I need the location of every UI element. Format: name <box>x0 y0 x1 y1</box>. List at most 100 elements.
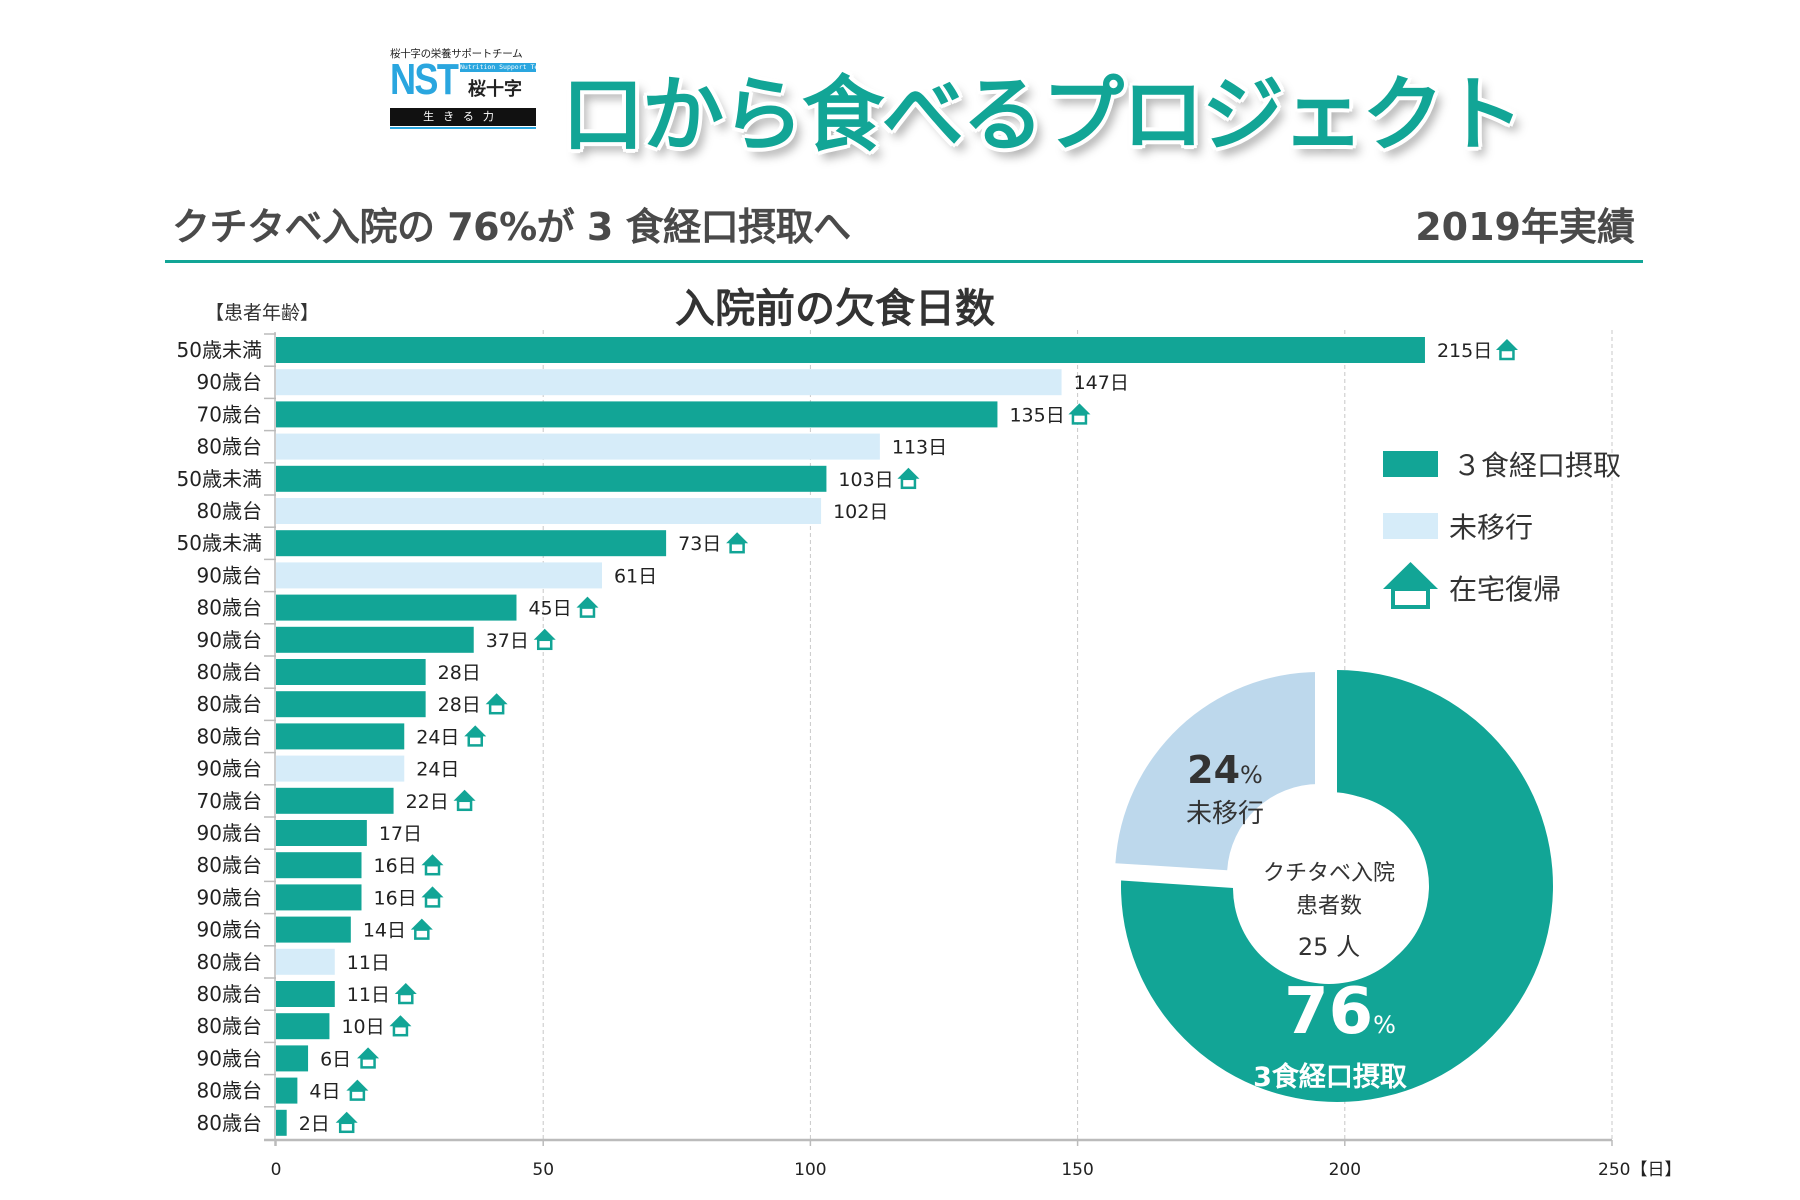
home-body <box>729 541 745 554</box>
bar <box>276 401 998 428</box>
home-icon <box>394 983 417 1005</box>
y-tick-label: 90歳台 <box>197 918 262 942</box>
y-tick-label: 80歳台 <box>197 724 262 748</box>
bar <box>276 820 367 846</box>
home-roof <box>1495 339 1518 350</box>
value-label: 6日 <box>320 1048 351 1070</box>
y-tick-label: 80歳台 <box>197 435 262 459</box>
y-tick-label: 70歳台 <box>197 402 262 426</box>
home-body <box>467 735 484 747</box>
bar <box>276 948 335 975</box>
bar <box>276 465 827 492</box>
value-label: 135日 <box>1009 404 1064 426</box>
x-tick-label: 50 <box>532 1160 554 1180</box>
logo-mark: NST <box>390 55 459 104</box>
value-label: 24日 <box>416 726 459 748</box>
bar <box>276 562 602 589</box>
page-title: 口から食べるプロジェクト <box>562 68 1524 163</box>
y-tick-label: 80歳台 <box>197 1079 262 1103</box>
value-label: 73日 <box>678 533 721 555</box>
x-tick-label: 250【日】 <box>1598 1160 1681 1180</box>
y-tick-label: 50歳未満 <box>177 338 262 362</box>
legend-swatch-light-blue <box>1383 513 1438 539</box>
donut-chart <box>1096 656 1553 1102</box>
divider <box>165 260 1643 263</box>
bar <box>276 916 351 943</box>
y-tick-label: 80歳台 <box>197 1014 262 1038</box>
logo-underline <box>390 127 536 129</box>
y-tick-label: 80歳台 <box>197 692 262 716</box>
home-body <box>360 1057 376 1069</box>
donut-center-patient-count: 25 人 <box>1297 933 1361 961</box>
home-icon <box>346 1079 369 1101</box>
value-label: 24日 <box>416 759 459 781</box>
home-roof <box>453 789 476 801</box>
bar <box>276 755 405 782</box>
home-body <box>488 702 505 715</box>
y-tick-label: 90歳台 <box>197 821 262 845</box>
home-body <box>424 896 441 908</box>
legend-swatch-teal <box>1383 451 1438 477</box>
donut-label-oral-intake: 3食経口摂取 <box>1253 1062 1407 1093</box>
home-roof <box>421 886 444 898</box>
percent-sign: % <box>1373 1011 1396 1039</box>
home-icon <box>464 725 487 747</box>
home-body <box>398 992 414 1005</box>
home-body <box>349 1089 366 1101</box>
value-labels: 215日147日135日113日103日102日73日61日45日37日28日2… <box>299 339 1518 1135</box>
value-label: 147日 <box>1074 372 1129 394</box>
home-roof <box>897 467 920 479</box>
home-icon <box>410 918 433 940</box>
y-tick-label: 80歳台 <box>197 499 262 523</box>
home-roof <box>1068 403 1091 415</box>
bar <box>276 787 394 814</box>
home-roof <box>357 1047 380 1059</box>
y-tick-label: 50歳未満 <box>177 531 262 555</box>
donut-gap-horizontal <box>1096 862 1250 889</box>
home-roof <box>464 725 487 737</box>
home-body <box>579 606 596 618</box>
home-body <box>456 799 473 812</box>
donut-hole <box>1233 792 1425 984</box>
y-tick-label: 80歳台 <box>197 660 262 684</box>
percent-sign: % <box>1240 761 1263 789</box>
value-label: 16日 <box>374 855 417 877</box>
legend-label: 在宅復帰 <box>1449 573 1562 606</box>
percent-value: 76 <box>1284 975 1374 1049</box>
value-label: 28日 <box>438 694 481 716</box>
donut-gap-vertical <box>1315 656 1335 796</box>
home-roof <box>421 854 444 866</box>
y-tick-label: 90歳台 <box>197 628 262 652</box>
bar <box>276 1013 330 1040</box>
bar <box>276 337 1425 363</box>
bar <box>276 1109 287 1136</box>
bar <box>276 723 405 750</box>
x-tick-label: 200 <box>1329 1160 1361 1180</box>
y-axis-title: 【患者年齢】 <box>205 302 320 324</box>
value-label: 113日 <box>892 437 947 459</box>
value-label: 37日 <box>486 630 529 652</box>
home-icon <box>335 1111 358 1134</box>
value-label: 215日 <box>1437 340 1492 362</box>
logo-mark-subtitle: Nutrition Support Team <box>460 63 536 72</box>
home-icon <box>389 1015 412 1037</box>
value-label: 45日 <box>528 598 571 620</box>
bar <box>276 1077 298 1104</box>
bar <box>276 594 517 621</box>
home-icon <box>576 596 599 618</box>
legend-label: 未移行 <box>1449 511 1534 544</box>
bar <box>276 498 822 524</box>
home-icon <box>533 628 556 651</box>
y-tick-labels: 50歳未満 90歳台 70歳台 80歳台 50歳未満 80歳台 50歳未満 90歳台 80歳台 9… <box>177 338 262 1135</box>
bar <box>276 691 426 718</box>
y-tick-label: 90歳台 <box>197 757 262 781</box>
value-label: 16日 <box>374 887 417 909</box>
home-roof <box>389 1015 412 1027</box>
value-label: 22日 <box>406 791 449 813</box>
y-tick-label: 80歳台 <box>197 596 262 620</box>
value-label: 61日 <box>614 565 657 587</box>
logo-brand: 桜十字 <box>468 79 522 100</box>
home-body <box>1071 413 1088 425</box>
bar <box>276 884 362 911</box>
